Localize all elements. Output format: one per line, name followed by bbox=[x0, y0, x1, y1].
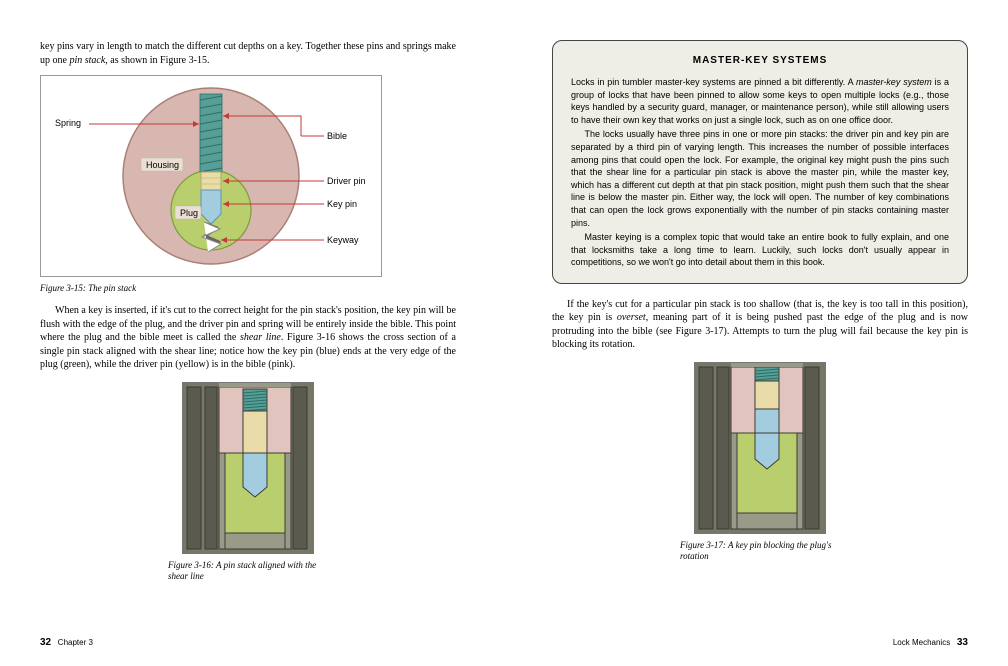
label-spring: Spring bbox=[55, 118, 81, 128]
intro-tail: , as shown in Figure 3-15. bbox=[105, 55, 209, 66]
footer-right: Lock Mechanics 33 bbox=[893, 637, 968, 648]
footer-left-num: 32 bbox=[40, 637, 51, 648]
fig316-caption: Figure 3-16: A pin stack aligned with th… bbox=[168, 560, 328, 583]
sidebar-body: Locks in pin tumbler master-key systems … bbox=[571, 76, 949, 269]
sidebar-masterkey: MASTER-KEY SYSTEMS Locks in pin tumbler … bbox=[552, 40, 968, 284]
sidebar-p1-ital: master-key system bbox=[856, 77, 932, 87]
label-keyway: Keyway bbox=[327, 235, 359, 245]
label-key: Key pin bbox=[327, 199, 357, 209]
fig317-svg bbox=[694, 362, 826, 534]
label-housing: Housing bbox=[146, 160, 179, 170]
intro-paragraph: key pins vary in length to match the dif… bbox=[40, 40, 456, 67]
intro-italic: pin stack bbox=[69, 55, 105, 66]
label-plug: Plug bbox=[180, 208, 198, 218]
para2-ital: shear line bbox=[240, 332, 281, 343]
footer-left-text: Chapter 3 bbox=[58, 638, 93, 647]
sidebar-p3: Master keying is a complex topic that wo… bbox=[571, 231, 949, 269]
right-para-ital: overset bbox=[617, 312, 646, 323]
sidebar-p2: The locks usually have three pins in one… bbox=[571, 128, 949, 229]
para2: When a key is inserted, if it's cut to t… bbox=[40, 304, 456, 372]
fig317-caption: Figure 3-17: A key pin blocking the plug… bbox=[680, 540, 840, 563]
page-right: MASTER-KEY SYSTEMS Locks in pin tumbler … bbox=[504, 0, 1008, 666]
figure-3-16: Figure 3-16: A pin stack aligned with th… bbox=[148, 382, 348, 583]
sidebar-p1: Locks in pin tumbler master-key systems … bbox=[571, 76, 949, 126]
label-bible: Bible bbox=[327, 131, 347, 141]
label-driver: Driver pin bbox=[327, 176, 366, 186]
footer-right-num: 33 bbox=[957, 637, 968, 648]
fig315-caption: Figure 3-15: The pin stack bbox=[40, 283, 456, 294]
figure-3-15: Spring Housing Plug Bible Driver pin Key… bbox=[40, 75, 382, 277]
figure-3-17: Figure 3-17: A key pin blocking the plug… bbox=[660, 362, 860, 563]
footer-right-text: Lock Mechanics bbox=[893, 638, 950, 647]
right-para: If the key's cut for a particular pin st… bbox=[552, 298, 968, 352]
footer-left: 32 Chapter 3 bbox=[40, 637, 93, 648]
sidebar-p1-pre: Locks in pin tumbler master-key systems … bbox=[571, 77, 856, 87]
page-left: key pins vary in length to match the dif… bbox=[0, 0, 504, 666]
fig316-svg bbox=[182, 382, 314, 554]
sidebar-title: MASTER-KEY SYSTEMS bbox=[571, 55, 949, 66]
